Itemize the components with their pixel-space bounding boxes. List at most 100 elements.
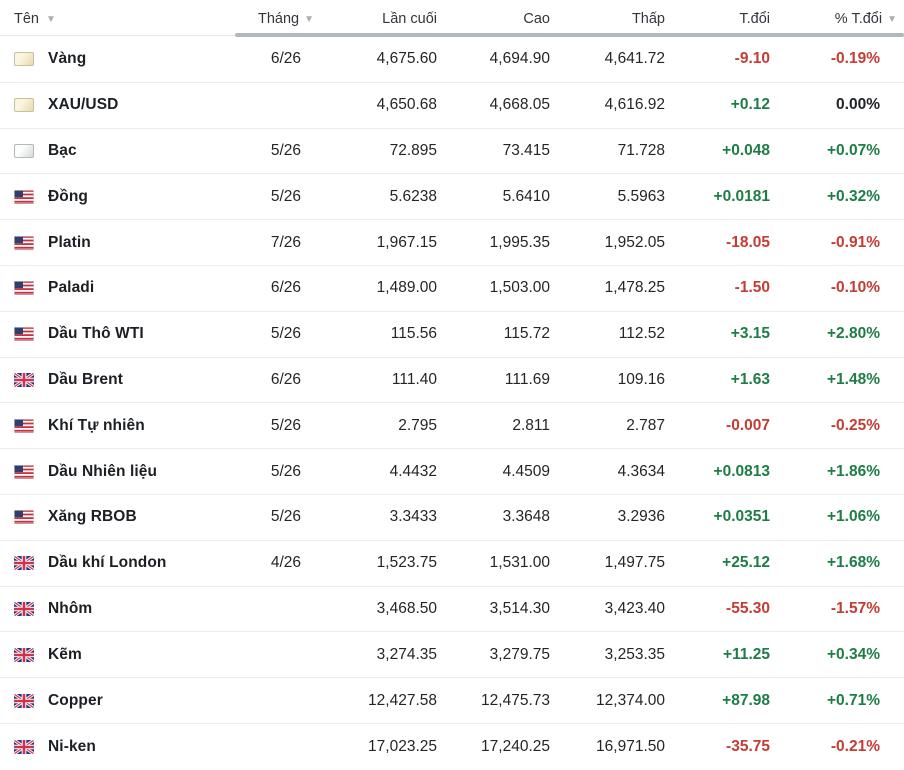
table-row[interactable]: Đồng 5/26 5.6238 5.6410 5.5963 +0.0181 +…	[0, 174, 904, 221]
us-flag-icon	[14, 189, 34, 204]
commodity-name-link[interactable]: Platin	[48, 233, 91, 251]
high-price-cell: 2.811	[512, 416, 550, 434]
table-row[interactable]: Paladi 6/26 1,489.00 1,503.00 1,478.25 -…	[0, 266, 904, 312]
column-header-name-label: Tên	[14, 10, 39, 27]
table-row[interactable]: Ni-ken 17,023.25 17,240.25 16,971.50 -35…	[0, 724, 904, 770]
change-pct-cell: +1.06%	[826, 508, 880, 526]
table-row[interactable]: Nhôm 3,468.50 3,514.30 3,423.40 -55.30 -…	[0, 587, 904, 633]
commodity-cell: Vàng	[0, 50, 235, 68]
high-price-cell: 3.3648	[502, 508, 550, 526]
change-cell: +1.63	[730, 370, 770, 388]
commodity-cell: XAU/USD	[0, 96, 235, 114]
commodity-name-link[interactable]: Bạc	[48, 141, 77, 159]
table-row[interactable]: Dầu khí London 4/26 1,523.75 1,531.00 1,…	[0, 541, 904, 587]
last-price-cell: 1,489.00	[376, 279, 437, 297]
change-cell: +25.12	[722, 554, 770, 572]
change-pct-cell: +2.80%	[826, 325, 880, 343]
commodity-name-link[interactable]: Đồng	[48, 187, 88, 205]
uk-flag-icon	[14, 601, 34, 616]
high-price-cell: 3,514.30	[489, 599, 550, 617]
column-header-month-label: Tháng	[257, 10, 300, 27]
high-price-cell: 4,694.90	[489, 50, 550, 68]
table-row[interactable]: XAU/USD 4,650.68 4,668.05 4,616.92 +0.12…	[0, 83, 904, 129]
low-price-cell: 12,374.00	[596, 691, 665, 709]
change-cell: -0.007	[726, 416, 770, 434]
commodity-name-link[interactable]: Khí Tự nhiên	[48, 416, 145, 434]
us-flag-icon	[14, 418, 34, 433]
month-cell: 6/26	[270, 370, 301, 388]
column-header-last[interactable]: Lần cuối	[314, 11, 437, 27]
commodity-name-link[interactable]: Dầu khí London	[48, 554, 167, 572]
high-price-cell: 111.69	[504, 370, 550, 388]
high-price-cell: 17,240.25	[481, 737, 550, 755]
table-row[interactable]: Platin 7/26 1,967.15 1,995.35 1,952.05 -…	[0, 220, 904, 266]
change-cell: -55.30	[726, 599, 770, 617]
commodity-name-link[interactable]: Nhôm	[48, 599, 93, 617]
commodity-name-link[interactable]: Copper	[48, 691, 103, 709]
commodity-name-link[interactable]: XAU/USD	[48, 96, 119, 114]
change-cell: -9.10	[734, 50, 770, 68]
change-cell: +0.12	[730, 96, 770, 114]
commodity-name-link[interactable]: Kẽm	[48, 645, 82, 663]
month-cell: 6/26	[270, 50, 301, 68]
commodity-name-link[interactable]: Dầu Nhiên liệu	[48, 462, 158, 480]
commodity-name-link[interactable]: Dầu Brent	[48, 370, 123, 388]
change-pct-cell: +0.71%	[826, 691, 880, 709]
column-header-high[interactable]: Cao	[437, 11, 550, 27]
gold-bar-icon	[14, 98, 34, 113]
column-header-low-label: Thấp	[631, 10, 665, 27]
change-cell: +11.25	[723, 645, 770, 663]
low-price-cell: 112.52	[618, 325, 665, 343]
high-price-cell: 73.415	[502, 141, 550, 159]
table-row[interactable]: Xăng RBOB 5/26 3.3433 3.3648 3.2936 +0.0…	[0, 495, 904, 541]
sort-arrow-icon[interactable]: ▼	[304, 13, 314, 25]
table-row[interactable]: Vàng 6/26 4,675.60 4,694.90 4,641.72 -9.…	[0, 37, 904, 83]
last-price-cell: 3,274.35	[376, 645, 437, 663]
change-pct-cell: -0.19%	[830, 50, 880, 68]
table-row[interactable]: Dầu Brent 6/26 111.40 111.69 109.16 +1.6…	[0, 358, 904, 404]
commodity-name-link[interactable]: Paladi	[48, 279, 95, 297]
column-header-high-label: Cao	[523, 10, 550, 27]
high-price-cell: 1,531.00	[489, 554, 550, 572]
change-pct-cell: 0.00%	[836, 96, 880, 114]
month-cell: 5/26	[270, 141, 301, 159]
uk-flag-icon	[14, 647, 34, 662]
commodity-cell: Paladi	[0, 279, 235, 297]
column-header-month[interactable]: Tháng ▼	[235, 11, 314, 27]
table-row[interactable]: Dầu Thô WTI 5/26 115.56 115.72 112.52 +3…	[0, 312, 904, 358]
table-row[interactable]: Bạc 5/26 72.895 73.415 71.728 +0.048 +0.…	[0, 129, 904, 175]
table-row[interactable]: Kẽm 3,274.35 3,279.75 3,253.35 +11.25 +0…	[0, 632, 904, 679]
low-price-cell: 3.2936	[617, 508, 665, 526]
sort-arrow-icon[interactable]: ▼	[46, 13, 56, 25]
change-pct-cell: +1.68%	[826, 554, 880, 572]
last-price-cell: 4,650.68	[376, 96, 437, 114]
month-cell: 5/26	[270, 508, 301, 526]
table-row[interactable]: Khí Tự nhiên 5/26 2.795 2.811 2.787 -0.0…	[0, 403, 904, 450]
column-header-change-pct[interactable]: % T.đổi ▼	[770, 11, 904, 27]
uk-flag-icon	[14, 556, 34, 571]
table-row[interactable]: Copper 12,427.58 12,475.73 12,374.00 +87…	[0, 678, 904, 724]
last-price-cell: 5.6238	[389, 187, 437, 205]
month-cell: 5/26	[270, 462, 301, 480]
sort-arrow-icon[interactable]: ▼	[887, 13, 897, 25]
month-cell: 7/26	[270, 233, 301, 251]
change-pct-cell: -0.21%	[830, 737, 880, 755]
commodity-name-link[interactable]: Vàng	[48, 50, 87, 68]
high-price-cell: 12,475.73	[481, 691, 550, 709]
last-price-cell: 4.4432	[389, 462, 437, 480]
change-cell: +87.98	[722, 691, 770, 709]
commodity-cell: Bạc	[0, 142, 235, 160]
commodity-name-link[interactable]: Ni-ken	[48, 737, 96, 755]
commodity-name-link[interactable]: Dầu Thô WTI	[48, 325, 144, 343]
last-price-cell: 111.40	[391, 370, 437, 388]
column-header-change[interactable]: T.đổi	[665, 11, 770, 27]
column-header-name[interactable]: Tên ▼	[0, 11, 235, 27]
table-row[interactable]: Dầu Nhiên liệu 5/26 4.4432 4.4509 4.3634…	[0, 449, 904, 495]
us-flag-icon	[14, 464, 34, 479]
column-header-change-pct-label: % T.đổi	[834, 10, 883, 27]
month-cell: 4/26	[270, 554, 301, 572]
column-header-low[interactable]: Thấp	[550, 11, 665, 27]
commodity-name-link[interactable]: Xăng RBOB	[48, 508, 137, 526]
commodity-cell: Copper	[0, 692, 235, 710]
